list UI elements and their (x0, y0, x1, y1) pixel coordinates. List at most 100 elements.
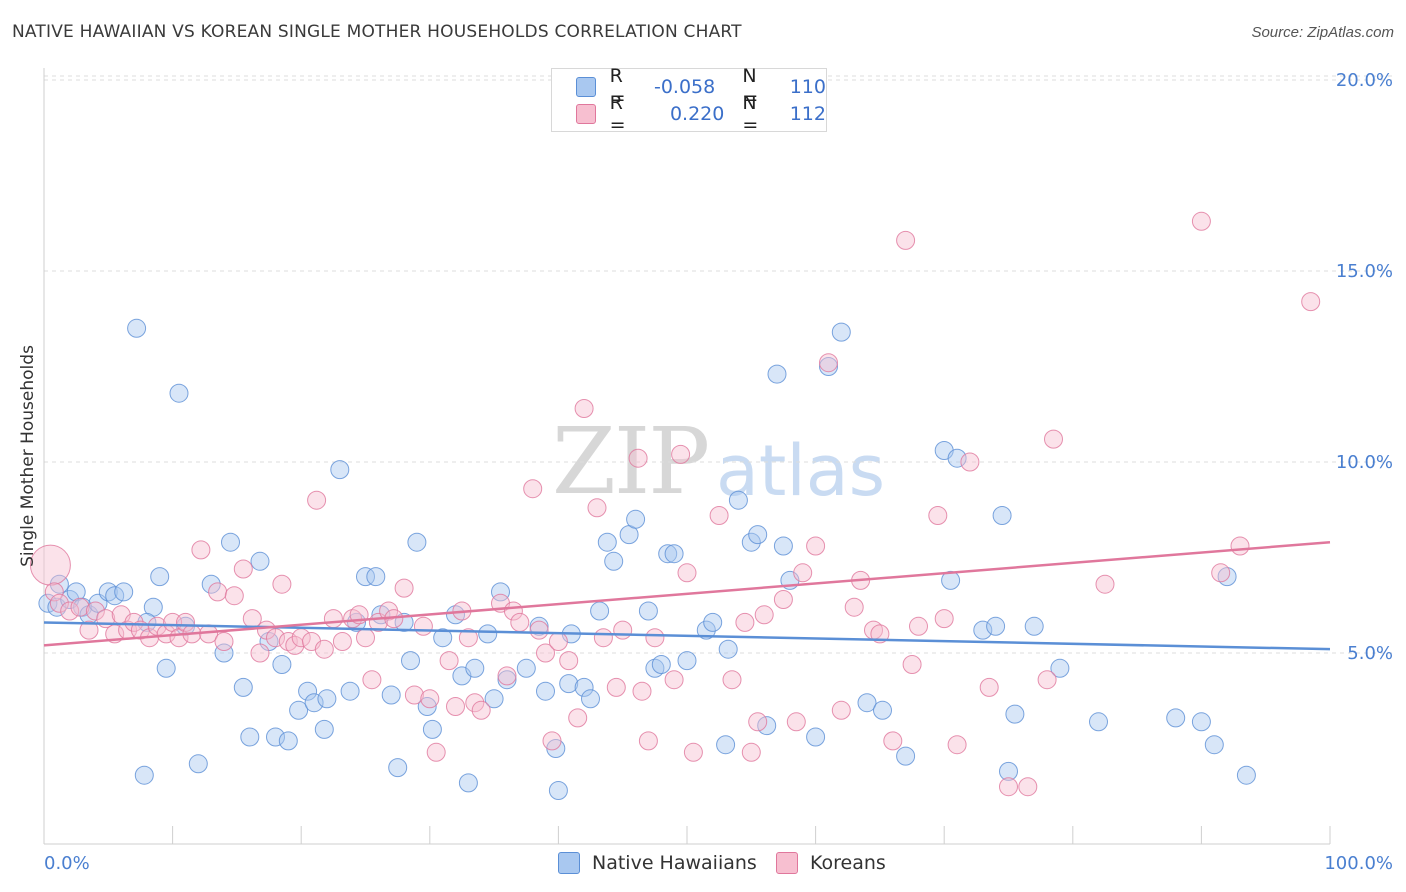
data-point (645, 628, 665, 648)
legend-r-label: R = (609, 92, 626, 136)
data-point (471, 700, 491, 720)
data-point (677, 651, 697, 671)
data-point (70, 597, 90, 617)
data-point (947, 735, 967, 755)
data-point (581, 689, 600, 709)
data-point (748, 525, 768, 545)
data-point (999, 761, 1018, 781)
data-point (465, 693, 485, 713)
data-point (233, 677, 253, 697)
data-point (883, 731, 903, 751)
data-point (934, 609, 954, 629)
data-point (330, 460, 350, 480)
data-point (896, 230, 916, 250)
data-point (651, 655, 671, 674)
legend-n-label: N = (742, 92, 759, 136)
trend-line (43, 540, 1331, 647)
data-point (298, 681, 318, 701)
legend-label: Koreans (810, 852, 886, 874)
data-point (870, 624, 890, 644)
data-point (439, 651, 459, 671)
data-point (696, 620, 716, 640)
data-point (548, 632, 568, 651)
data-point (626, 509, 646, 529)
data-point (362, 670, 382, 690)
data-point (1024, 616, 1044, 636)
legend-swatch-blue (558, 852, 580, 874)
y-axis-label: Single Mother Households (18, 345, 38, 567)
data-point (979, 677, 999, 697)
x-tick-label: 100.0% (1324, 853, 1393, 874)
data-point (664, 670, 684, 690)
data-point (568, 708, 588, 728)
data-point (529, 620, 549, 640)
data-point (150, 567, 170, 587)
legend-swatch-blue (576, 77, 596, 97)
data-point (716, 735, 736, 755)
data-point (433, 628, 453, 648)
data-point (1050, 658, 1070, 678)
data-point (718, 639, 738, 659)
data-point (645, 658, 665, 678)
data-point (574, 399, 594, 418)
data-point (1166, 708, 1186, 728)
legend-swatch-pink (776, 852, 798, 874)
data-point (169, 383, 189, 403)
data-point (266, 628, 285, 648)
legend-row-native-hawaiians: R = -0.058 N = 110 (576, 65, 826, 109)
data-point (593, 628, 613, 648)
data-point (426, 742, 446, 762)
data-point (214, 643, 234, 663)
data-point (722, 670, 742, 690)
data-point (266, 727, 285, 747)
data-point (1211, 563, 1231, 583)
data-point (1095, 574, 1115, 594)
data-point (857, 693, 877, 713)
data-point (992, 506, 1012, 525)
data-point (124, 612, 144, 632)
data-point (407, 532, 427, 552)
legend-n-label: N = (742, 65, 759, 109)
data-point (986, 616, 1006, 636)
data-point (613, 620, 633, 640)
chart-title: NATIVE HAWAIIAN VS KOREAN SINGLE MOTHER … (12, 22, 742, 42)
data-point (304, 693, 324, 713)
data-point (767, 364, 787, 384)
y-tick-label: 5.0% (1347, 643, 1393, 664)
data-point (773, 536, 793, 556)
data-point (366, 567, 386, 587)
data-point (446, 605, 465, 625)
data-point (735, 612, 755, 632)
data-point (458, 773, 478, 793)
legend-item-koreans: Koreans (776, 852, 886, 874)
data-point (909, 616, 928, 636)
data-point (388, 758, 408, 778)
data-point (272, 655, 292, 674)
data-point (114, 582, 134, 602)
data-point (1204, 735, 1224, 755)
data-point (516, 658, 536, 678)
data-point (748, 712, 768, 732)
data-point (79, 620, 99, 640)
trend-line (43, 621, 1331, 651)
data-point (819, 353, 838, 373)
data-point (240, 727, 260, 747)
data-point (98, 582, 118, 602)
data-point (587, 498, 607, 518)
data-point (973, 620, 993, 640)
data-point (208, 582, 228, 602)
y-tick-label: 10.0% (1336, 452, 1393, 473)
data-point (224, 586, 244, 606)
data-point (728, 490, 748, 510)
legend-item-native-hawaiians: Native Hawaiians (558, 852, 757, 874)
y-tick-label: 20.0% (1336, 70, 1393, 91)
data-point (278, 731, 298, 751)
data-point (29, 544, 71, 586)
data-point (323, 609, 343, 629)
data-point (671, 444, 691, 464)
data-point (741, 742, 761, 762)
data-point (677, 563, 697, 583)
data-point (307, 490, 327, 510)
data-point (491, 582, 510, 602)
